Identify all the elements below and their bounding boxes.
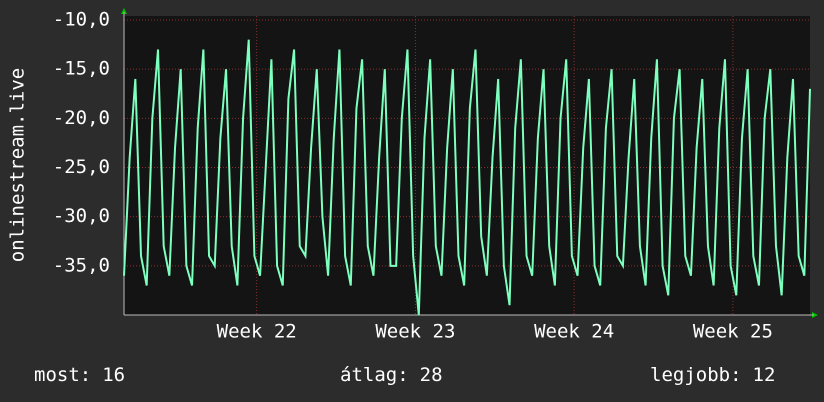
y-tick-label: -35,0 bbox=[53, 254, 110, 276]
y-axis-label: onlinestream.live bbox=[7, 68, 29, 262]
y-tick-label: -15,0 bbox=[53, 58, 110, 80]
footer-label: átlag: bbox=[340, 364, 409, 386]
footer-value: 12 bbox=[753, 364, 776, 386]
x-tick-label: Week 22 bbox=[217, 321, 297, 343]
footer-value: 16 bbox=[102, 364, 125, 386]
x-arrow bbox=[812, 312, 818, 318]
footer-stat: legjobb: 12 bbox=[650, 364, 775, 386]
plot-area bbox=[124, 16, 810, 315]
x-tick-label: Week 23 bbox=[375, 321, 455, 343]
y-tick-label: -25,0 bbox=[53, 156, 110, 178]
y-tick-label: -20,0 bbox=[53, 107, 110, 129]
footer-stat: átlag: 28 bbox=[340, 364, 443, 386]
footer-label: legjobb: bbox=[650, 364, 742, 386]
x-tick-label: Week 24 bbox=[534, 321, 614, 343]
y-tick-label: -10,0 bbox=[53, 9, 110, 31]
y-arrow bbox=[121, 8, 127, 14]
y-tick-label: -30,0 bbox=[53, 205, 110, 227]
data-line bbox=[123, 39, 811, 316]
footer-stat: most: 16 bbox=[34, 364, 125, 386]
x-tick-label: Week 25 bbox=[693, 321, 773, 343]
footer-label: most: bbox=[34, 364, 91, 386]
footer-value: 28 bbox=[420, 364, 443, 386]
